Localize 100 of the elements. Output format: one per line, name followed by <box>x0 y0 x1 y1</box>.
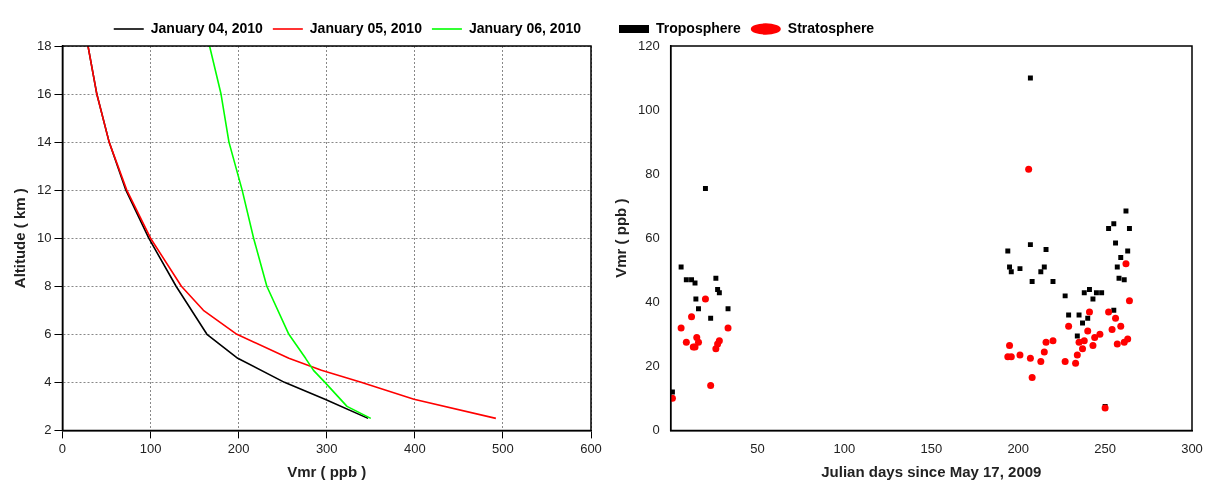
y-tick-label: 120 <box>637 37 660 53</box>
point <box>1093 290 1099 296</box>
point <box>1061 358 1069 366</box>
point <box>1038 269 1044 275</box>
x-tick-label: 100 <box>833 440 856 456</box>
point <box>1027 75 1033 81</box>
point <box>1073 351 1081 359</box>
point <box>1062 293 1068 299</box>
y-tick-label: 16 <box>36 85 52 101</box>
point <box>1027 242 1033 248</box>
point <box>1041 264 1047 270</box>
point <box>1080 320 1085 326</box>
x-axis-title: Vmr ( ppb ) <box>287 463 367 481</box>
point <box>1114 264 1120 270</box>
y-tick-label: 100 <box>637 101 660 117</box>
point <box>1106 226 1112 232</box>
x-axis-title: Julian days since May 17, 2009 <box>821 463 1042 481</box>
point <box>1085 315 1091 321</box>
point <box>1126 226 1132 232</box>
point <box>1017 266 1023 272</box>
point <box>688 313 696 321</box>
point <box>707 382 715 390</box>
y-tick-label: 14 <box>36 133 52 149</box>
y-tick-label: 60 <box>645 229 660 245</box>
y-axis-title: Vmr ( ppb ) <box>612 198 630 278</box>
point <box>1074 333 1080 339</box>
point <box>1076 312 1082 318</box>
point <box>1096 330 1104 338</box>
point <box>1112 314 1120 322</box>
y-tick-label: 40 <box>645 293 660 309</box>
point <box>1111 307 1117 313</box>
point <box>1066 312 1072 318</box>
point <box>1079 345 1087 353</box>
point <box>1124 335 1132 343</box>
x-tick-label: 200 <box>227 440 250 456</box>
point <box>1085 308 1093 316</box>
point <box>670 394 676 402</box>
point <box>1025 165 1033 173</box>
x-tick-label: 300 <box>315 440 338 456</box>
point <box>1007 264 1013 270</box>
y-tick-label: 10 <box>36 229 52 245</box>
point <box>708 315 714 321</box>
y-tick-label: 20 <box>645 357 660 373</box>
point <box>1029 278 1035 284</box>
point <box>725 306 731 312</box>
y-tick-label: 2 <box>44 421 52 437</box>
point <box>693 296 699 302</box>
point <box>1123 208 1129 214</box>
x-tick-label: 0 <box>58 440 67 456</box>
point <box>670 389 675 395</box>
x-tick-label: 500 <box>492 440 514 456</box>
point <box>1108 326 1116 333</box>
point <box>1118 254 1124 260</box>
point <box>1122 260 1130 268</box>
point <box>1049 337 1057 345</box>
point <box>713 275 719 281</box>
point <box>1065 322 1073 330</box>
point <box>1028 374 1036 382</box>
point <box>1016 351 1024 359</box>
point <box>1026 354 1034 362</box>
y-tick-label: 18 <box>36 37 52 53</box>
point <box>724 324 732 332</box>
point <box>1081 290 1087 296</box>
legend-label: January 06, 2010 <box>468 19 582 36</box>
x-tick-label: 250 <box>1094 440 1116 456</box>
y-tick-label: 6 <box>44 325 52 341</box>
point <box>1006 342 1014 350</box>
point <box>1091 334 1099 341</box>
x-tick-label: 600 <box>580 440 602 456</box>
legend-label: January 05, 2010 <box>309 19 423 36</box>
y-tick-label: 4 <box>44 373 52 389</box>
x-tick-label: 400 <box>403 440 426 456</box>
point <box>1037 358 1045 366</box>
point <box>1089 342 1097 350</box>
point <box>702 186 708 192</box>
legend-label: January 04, 2010 <box>150 19 264 36</box>
y-axis-title: Altitude ( km ) <box>11 188 29 289</box>
point <box>1111 221 1117 227</box>
point <box>696 306 701 312</box>
point <box>1105 308 1113 316</box>
x-tick-label: 100 <box>139 440 162 456</box>
x-tick-label: 300 <box>1181 440 1203 456</box>
y-tick-label: 8 <box>44 277 52 293</box>
point <box>683 277 689 283</box>
legend-label: Troposphere <box>656 19 742 36</box>
point <box>1042 338 1050 346</box>
point <box>1084 327 1092 335</box>
point <box>1099 290 1105 296</box>
point <box>678 264 684 270</box>
y-tick-label: 0 <box>652 421 660 437</box>
point <box>716 290 722 296</box>
point <box>1125 297 1133 305</box>
y-tick-label: 80 <box>645 165 660 181</box>
point <box>701 295 709 303</box>
x-tick-label: 200 <box>1007 440 1030 456</box>
point <box>1087 286 1092 292</box>
point <box>677 324 685 332</box>
x-tick-label: 50 <box>750 440 765 456</box>
y-tick-label: 12 <box>36 181 52 197</box>
point <box>1113 340 1121 348</box>
